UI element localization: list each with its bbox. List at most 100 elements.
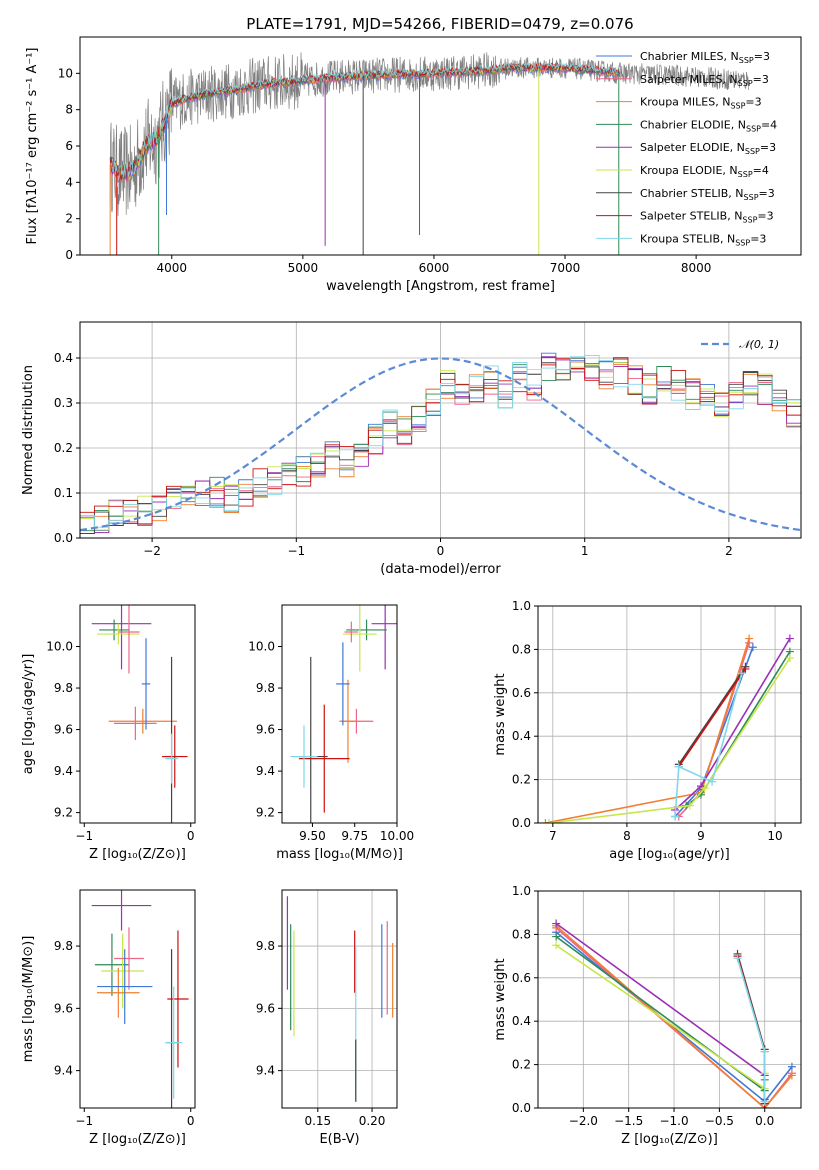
axes-frame bbox=[281, 889, 398, 1109]
y-tick-label: 9.4 bbox=[54, 764, 73, 778]
y-axis-label: mass [log₁₀(M/M⊙)] bbox=[21, 936, 36, 1063]
mass-weight-marker bbox=[760, 1097, 769, 1106]
x-tick-label: −2.0 bbox=[569, 1114, 598, 1128]
x-tick-label: 0.20 bbox=[359, 1114, 386, 1128]
mass-weight-marker bbox=[552, 941, 561, 950]
residuals-plot-area bbox=[80, 352, 801, 538]
axes-frame bbox=[281, 604, 398, 824]
x-axis-label: age [log₁₀(age/yr)] bbox=[609, 847, 730, 862]
mass-weight-line bbox=[736, 955, 766, 1104]
y-tick-label: 9.6 bbox=[256, 1001, 275, 1015]
residual-histogram-step bbox=[80, 356, 801, 538]
x-tick-label: 4000 bbox=[156, 261, 187, 275]
weight-vs-Z-plot-area bbox=[552, 919, 796, 1108]
weight-vs-Z-panel: −2.0 −1.5 −1.0 −0.5 0.0 0.0 0.2 0.4 0.6 0.8 1.0 Z [… bbox=[493, 884, 802, 1147]
errorbar-point bbox=[165, 733, 178, 784]
x-tick-label: 7 bbox=[549, 829, 557, 843]
x-tick-label: 0 bbox=[187, 1114, 195, 1128]
mass-weight-marker bbox=[674, 762, 683, 771]
errorbar-point bbox=[141, 638, 151, 730]
legend-entry: Salpeter STELIB, NSSP=3 bbox=[640, 210, 774, 225]
errorbar-point bbox=[342, 605, 377, 672]
mass-weight-line bbox=[674, 638, 791, 811]
y-tick-label: 6 bbox=[65, 139, 73, 153]
x-axis-label: Z [log₁₀(Z/Z⊙)] bbox=[89, 847, 186, 862]
y-tick-label: 0.2 bbox=[54, 441, 73, 455]
errorbar-point bbox=[290, 725, 318, 788]
mass-weight-marker bbox=[552, 919, 561, 928]
errorbar-point bbox=[99, 619, 129, 641]
axes-frame bbox=[79, 36, 802, 256]
errorbar-point bbox=[161, 725, 188, 788]
x-tick-label: 0.15 bbox=[304, 1114, 331, 1128]
y-tick-label: 0.8 bbox=[512, 642, 531, 656]
legend-entry: Chabrier MILES, NSSP=3 bbox=[640, 50, 770, 65]
x-tick-label: 10 bbox=[767, 829, 782, 843]
mass-weight-line bbox=[674, 673, 743, 817]
errorbar-point bbox=[101, 933, 144, 1009]
x-tick-label: 9 bbox=[697, 829, 705, 843]
y-tick-label: 10.0 bbox=[46, 640, 73, 654]
y-tick-label: 0.2 bbox=[512, 773, 531, 787]
errorbar-point bbox=[97, 967, 140, 1018]
y-tick-label: 0.6 bbox=[512, 686, 531, 700]
mass-weight-line bbox=[555, 925, 793, 1108]
axes-frame bbox=[537, 890, 802, 1109]
errorbar-point bbox=[108, 708, 177, 734]
mass-weight-marker bbox=[760, 1047, 769, 1056]
y-tick-label: 0.1 bbox=[54, 486, 73, 500]
y-tick-label: 9.8 bbox=[54, 681, 73, 695]
mass-weight-marker bbox=[685, 801, 694, 810]
y-tick-label: 9.2 bbox=[54, 806, 73, 820]
errorbar-point bbox=[336, 642, 350, 726]
mass-weight-line bbox=[555, 944, 766, 1091]
errorbar-point bbox=[339, 679, 357, 763]
mass-weight-marker bbox=[787, 1071, 796, 1080]
figure-title: PLATE=1791, MJD=54266, FIBERID=0479, z=0… bbox=[246, 15, 633, 33]
x-tick-label: 10.00 bbox=[380, 829, 414, 843]
y-tick-label: 0.0 bbox=[512, 816, 531, 830]
errorbar-point bbox=[346, 619, 387, 641]
y-tick-label: 9.4 bbox=[54, 1064, 73, 1078]
errorbar-point bbox=[114, 706, 157, 740]
y-tick-label: 2 bbox=[65, 212, 73, 226]
model-spectrum-line bbox=[109, 62, 621, 181]
errorbar-point bbox=[167, 930, 189, 1068]
age-vs-mass-plot-area bbox=[290, 605, 397, 823]
x-tick-label: −0.5 bbox=[705, 1114, 734, 1128]
age-vs-mass-panel: 9.50 9.75 10.00 9.2 9.4 9.6 9.8 10.0 mass [log₁₀… bbox=[248, 604, 414, 862]
mass-weight-marker bbox=[737, 669, 746, 678]
errorbar-point bbox=[91, 890, 152, 931]
y-tick-label: 0.3 bbox=[54, 396, 73, 410]
x-tick-label: 9.75 bbox=[341, 829, 368, 843]
y-tick-label: 9.8 bbox=[256, 939, 275, 953]
y-tick-label: 9.8 bbox=[54, 939, 73, 953]
legend-entry: 𝒩(0, 1) bbox=[739, 338, 779, 351]
legend-entry: Kroupa ELODIE, NSSP=4 bbox=[640, 164, 769, 179]
x-tick-label: 0 bbox=[187, 829, 195, 843]
y-tick-label: 0.4 bbox=[512, 1014, 531, 1028]
legend-entry: Chabrier STELIB, NSSP=3 bbox=[640, 187, 775, 202]
weight-vs-age-plot-area bbox=[541, 634, 794, 823]
errorbar-point bbox=[371, 605, 397, 670]
mass-weight-marker bbox=[748, 643, 757, 652]
x-axis-label: Z [log₁₀(Z/Z⊙)] bbox=[89, 1132, 186, 1147]
y-tick-label: 0.0 bbox=[54, 531, 73, 545]
x-tick-label: 9.50 bbox=[299, 829, 326, 843]
y-tick-label: 1.0 bbox=[512, 599, 531, 613]
x-tick-label: 0 bbox=[437, 544, 445, 558]
x-axis-label: Z [log₁₀(Z/Z⊙)] bbox=[621, 1132, 718, 1147]
errorbar-point bbox=[298, 704, 350, 813]
y-tick-label: 1.0 bbox=[512, 884, 531, 898]
axes-frame bbox=[79, 889, 196, 1109]
x-tick-label: −1 bbox=[287, 544, 305, 558]
y-axis-label: mass weight bbox=[493, 673, 508, 755]
errorbar-point bbox=[97, 623, 140, 645]
x-tick-label: 2 bbox=[725, 544, 733, 558]
mass-vs-Z-panel: −1 0 9.4 9.6 9.8 Z [log₁₀(Z/Z⊙)] mass [log₁₀(M… bbox=[21, 889, 196, 1147]
errorbar-point bbox=[91, 605, 152, 670]
x-tick-label: 6000 bbox=[419, 261, 450, 275]
y-tick-label: 0.2 bbox=[512, 1058, 531, 1072]
mass-vs-Z-plot-area bbox=[91, 890, 189, 1108]
residuals-panel: −2 −1 0 1 2 0.0 0.1 0.2 0.3 0.4 (data-model)/error… bbox=[21, 321, 802, 577]
